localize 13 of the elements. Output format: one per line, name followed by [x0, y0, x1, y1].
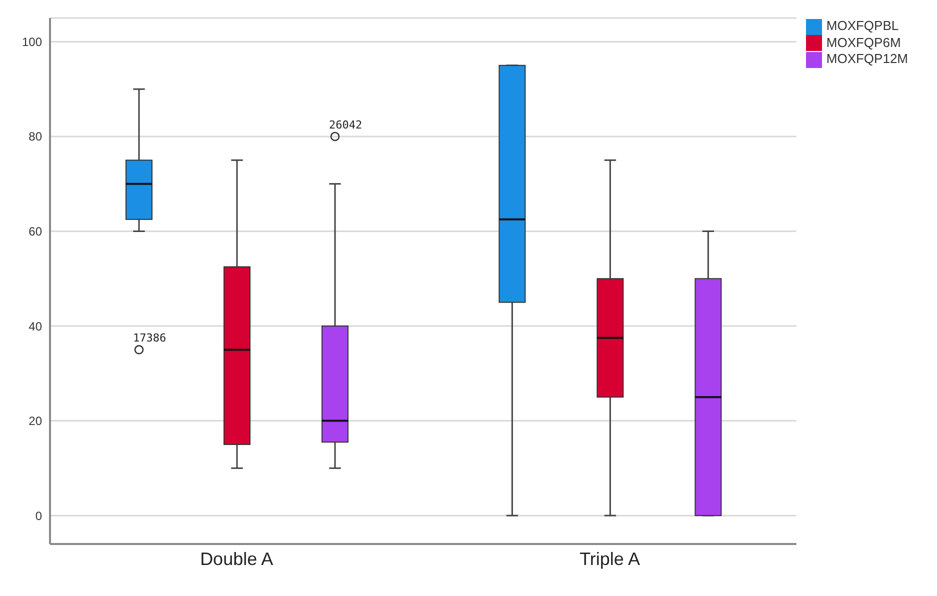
y-tick-label: 100: [22, 34, 42, 49]
y-tick-label: 0: [35, 508, 42, 523]
legend-label: MOXFQP6M: [826, 34, 901, 50]
x-tick-label: Triple A: [580, 548, 640, 569]
y-tick-label: 60: [28, 224, 42, 239]
annotation: 26042: [329, 118, 362, 132]
x-tick-label: Double A: [200, 548, 274, 569]
y-tick-label: 80: [28, 130, 42, 144]
y-tick-label: 20: [28, 414, 42, 428]
legend-label: MOXFQP12M: [826, 51, 908, 66]
legend-label: MOXFQPBL: [826, 18, 899, 33]
y-tick-label: 40: [28, 319, 42, 334]
annotation: 17386: [133, 332, 166, 345]
